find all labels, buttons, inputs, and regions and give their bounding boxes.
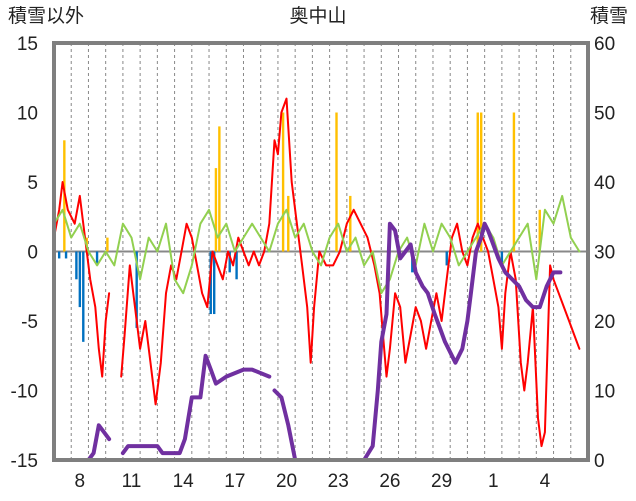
left-tick-label: -10 [11, 382, 38, 403]
bar-日照 [64, 251, 68, 259]
bar-降水量 [512, 112, 516, 252]
bar-降水量 [538, 209, 541, 252]
x-tick-label: 11 [122, 471, 142, 492]
bar-日照 [500, 251, 504, 266]
right-axis-ticks: 60 50 40 30 20 10 0 [594, 34, 615, 472]
right-tick-label: 10 [594, 382, 615, 403]
bar-降水量 [476, 112, 479, 252]
left-tick-label: 0 [27, 243, 38, 264]
bar-降水量 [480, 112, 483, 252]
bar-日照 [82, 251, 85, 342]
chart-lines [52, 97, 581, 462]
right-tick-label: 30 [594, 243, 615, 264]
chart-title: 奥中山 [289, 5, 346, 27]
bar-日照 [228, 251, 231, 273]
bar-降水量 [349, 195, 352, 252]
x-tick-label: 8 [75, 471, 86, 492]
bar-降水量 [218, 126, 221, 252]
plot-frame [52, 41, 590, 462]
bar-日照 [445, 251, 448, 266]
x-tick-label: 26 [379, 471, 400, 492]
right-tick-label: 50 [594, 104, 615, 125]
right-tick-label: 0 [594, 451, 605, 472]
bar-日照 [235, 251, 238, 280]
bar-日照 [135, 251, 138, 328]
bar-降水量 [106, 237, 109, 252]
bar-日照 [78, 251, 82, 308]
left-tick-label: -5 [21, 312, 38, 333]
right-tick-label: 20 [594, 312, 615, 333]
bar-降水量 [335, 112, 338, 252]
x-tick-label: 1 [488, 471, 499, 492]
x-axis-ticks: 8 11 14 17 20 23 26 29 1 4 [75, 471, 551, 492]
x-tick-label: 4 [540, 471, 551, 492]
left-tick-label: 10 [17, 104, 38, 125]
right-tick-label: 60 [594, 34, 615, 55]
left-tick-label: 5 [27, 173, 38, 194]
x-tick-label: 17 [224, 471, 245, 492]
bar-降水量 [214, 168, 218, 252]
bar-降水量 [287, 195, 290, 252]
left-tick-label: -15 [11, 451, 38, 472]
x-tick-label: 20 [276, 471, 297, 492]
chart-axes [52, 41, 590, 462]
right-axis-label: 積雪 [590, 5, 628, 27]
chart-gridlines [54, 43, 588, 460]
bar-日照 [213, 251, 216, 315]
bar-日照 [75, 251, 78, 280]
left-tick-label: 15 [17, 34, 38, 55]
bar-日照 [95, 251, 99, 266]
series-line-気温 [53, 97, 581, 448]
left-axis-label: 積雪以外 [8, 5, 84, 27]
bar-降水量 [281, 112, 285, 252]
bar-日照 [209, 251, 212, 315]
x-tick-label: 23 [328, 471, 349, 492]
right-tick-label: 40 [594, 173, 615, 194]
x-tick-label: 29 [431, 471, 452, 492]
x-tick-label: 14 [173, 471, 195, 492]
left-axis-ticks: 15 10 5 0 -5 -10 -15 [11, 34, 38, 472]
bar-日照 [57, 251, 61, 259]
